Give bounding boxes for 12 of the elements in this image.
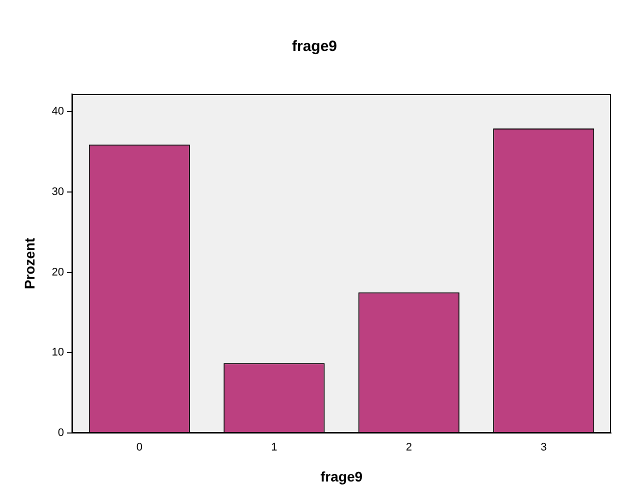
x-tick-label: 3 xyxy=(540,442,547,454)
y-tick-label: 30 xyxy=(52,186,64,198)
x-tick-label: 2 xyxy=(406,442,412,454)
x-tick-label: 0 xyxy=(136,442,142,454)
x-tick-label: 1 xyxy=(271,442,278,454)
y-tick-label: 10 xyxy=(52,346,64,359)
y-tick-label: 20 xyxy=(52,266,64,278)
y-tick-label: 0 xyxy=(58,427,64,440)
y-tick-label: 40 xyxy=(52,106,64,118)
chart-title: frage9 xyxy=(292,38,338,56)
y-axis-title: Prozent xyxy=(21,237,38,290)
x-axis-title: frage9 xyxy=(320,468,363,484)
